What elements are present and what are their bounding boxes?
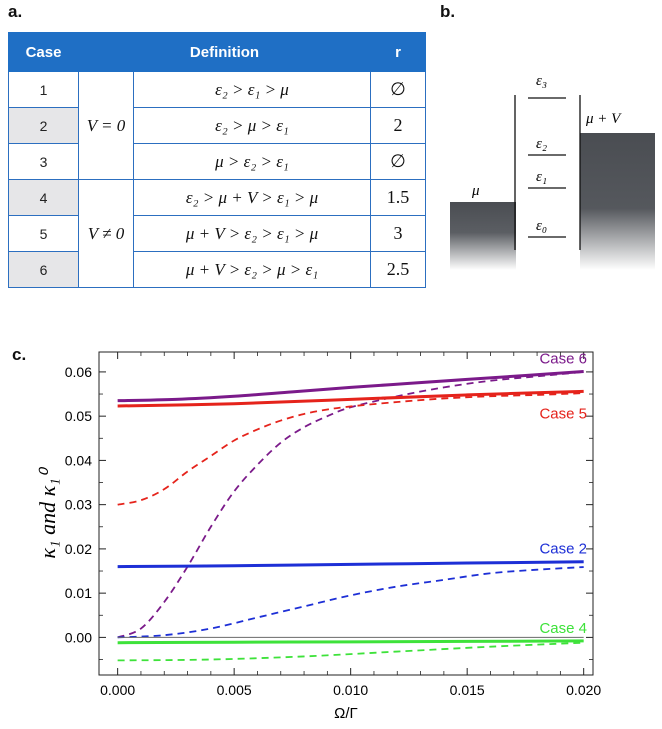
series-line-2 [117,389,584,408]
case-r: 1.5 [370,179,426,216]
case-condition: ε₂ > μ > ε₁ [133,107,371,144]
series-line-3 [117,392,584,506]
table-row: 2 ε₂ > μ > ε₁ 2 [8,107,426,144]
panel-label-c: c. [12,345,27,364]
series-line-1 [117,371,584,639]
table-row: 5 μ + V > ε₂ > ε₁ > μ 3 [8,215,426,252]
table-row: 6 μ + V > ε₂ > μ > ε₁ 2.5 [8,251,426,288]
panel-label-b: b. [440,2,456,21]
right-lead-block [580,133,655,270]
case-annotation: Case 4 [539,620,587,637]
kappa-chart: 0.000 0.005 0.010 0.015 0.020 0.00 0.01 0.02 0.0… [35,350,601,722]
level-label-eps3: ε₃ [536,73,547,89]
case-number: 2 [8,107,79,144]
level-label-eps2: ε₂ [536,136,547,152]
case-condition: ε₂ > μ + V > ε₁ > μ [133,179,371,216]
x-tick-label: 0.005 [217,682,252,698]
case-r: 2 [370,107,426,144]
table-row: 4 V ≠ 0 ε₂ > μ + V > ε₁ > μ 1.5 [8,179,426,288]
case-condition: μ + V > ε₂ > ε₁ > μ [133,215,371,252]
series-line-7 [117,641,584,662]
header-r: r [370,32,426,72]
y-tick-label: 0.04 [65,452,92,468]
case-annotation: Case 2 [539,541,587,558]
series-line-5 [117,566,584,639]
case-condition: ε₂ > ε₁ > μ [133,71,371,108]
header-case: Case [8,32,79,72]
x-tick-label: 0.015 [450,682,485,698]
case-condition: μ > ε₂ > ε₁ [133,143,371,180]
y-tick-label: 0.05 [65,408,92,424]
x-tick-label: 0.010 [333,682,368,698]
case-number: 1 [8,71,79,108]
panel-label-a: a. [8,2,23,21]
case-r: 3 [370,215,426,252]
header-definition: Definition [78,32,371,72]
case-condition: μ + V > ε₂ > μ > ε₁ [133,251,371,288]
level-label-eps0: ε₀ [536,218,547,234]
mu-label: μ [471,183,480,199]
left-lead-block [450,202,516,270]
case-number: 4 [8,179,79,216]
case-annotation: Case 6 [539,350,587,367]
case-number: 3 [8,143,79,180]
x-axis-label: Ω/Γ [334,705,358,722]
table-row: 1 V = 0 ε₂ > ε₁ > μ ∅ [8,71,426,180]
case-r: 2.5 [370,251,426,288]
y-tick-label: 0.02 [65,541,92,557]
group-v-nonzero: V ≠ 0 [78,179,134,288]
case-number: 5 [8,215,79,252]
series-layer [117,369,584,662]
y-tick-label: 0.00 [65,629,92,645]
mu-plus-v-label: μ + V [585,111,622,127]
case-table: Case Definition r 1 V = 0 ε₂ > ε₁ > μ ∅ … [8,32,426,288]
series-line-0 [117,369,584,403]
y-tick-label: 0.06 [65,364,92,380]
series-line-6 [117,639,584,645]
x-tick-label: 0.000 [100,682,135,698]
table-row: 3 μ > ε₂ > ε₁ ∅ [8,143,426,180]
case-annotation: Case 5 [539,405,587,422]
axis-ticks: 0.000 0.005 0.010 0.015 0.020 0.00 0.01 0.02 0.0… [65,352,601,698]
plot-frame [98,351,594,676]
level-label-eps1: ε₁ [536,169,547,185]
case-number: 6 [8,251,79,288]
annotations: Case 6 Case 5 Case 2 Case 4 [539,350,587,636]
energy-level-diagram: ε₃ ε₂ ε₁ ε₀ μ μ + V [450,73,655,270]
y-tick-label: 0.03 [65,497,92,513]
series-line-4 [117,560,584,569]
x-tick-label: 0.020 [566,682,601,698]
group-v-zero: V = 0 [78,71,134,180]
y-axis-label: κ₁ and κ₁⁰ [35,466,60,558]
case-r: ∅ [370,71,426,108]
case-r: ∅ [370,143,426,180]
table-header-row: Case Definition r [8,32,426,72]
y-tick-label: 0.01 [65,585,92,601]
